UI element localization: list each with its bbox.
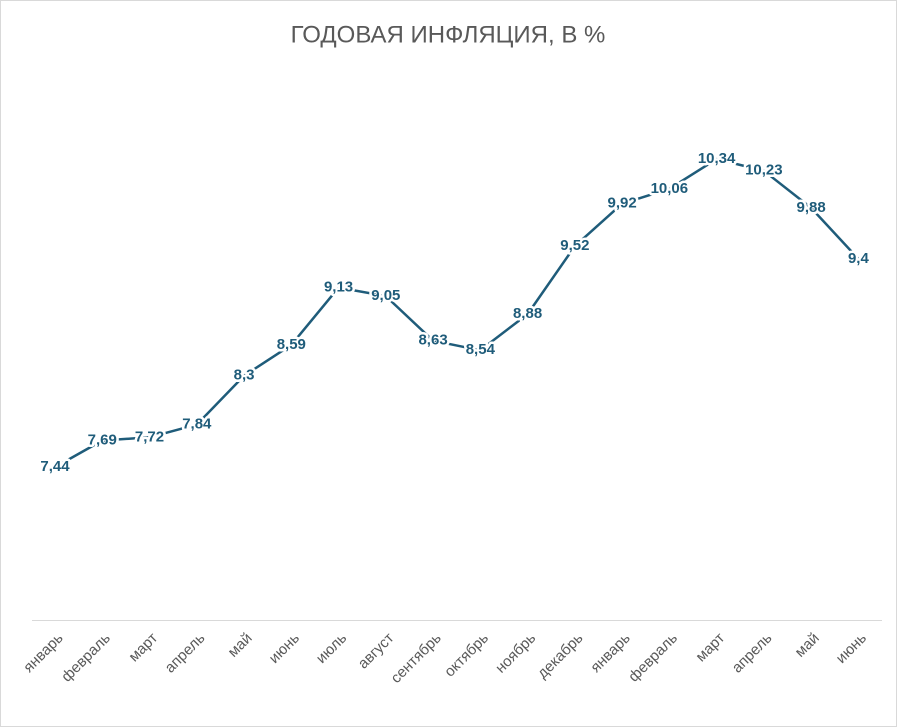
- data-label: 8,63: [418, 332, 447, 349]
- chart-title: ГОДОВАЯ ИНФЛЯЦИЯ, В %: [291, 21, 606, 48]
- data-label: 7,44: [40, 458, 70, 475]
- data-label: 10,34: [698, 150, 736, 167]
- data-label: 9,4: [848, 250, 870, 267]
- data-label: 7,72: [135, 428, 164, 445]
- data-label: 9,52: [560, 237, 589, 254]
- data-label: 10,23: [745, 162, 783, 179]
- data-label: 9,13: [324, 279, 353, 296]
- data-label: 9,05: [371, 287, 400, 304]
- data-label: 8,88: [513, 305, 542, 322]
- line: [54, 157, 860, 469]
- data-label: 10,06: [651, 180, 689, 197]
- data-label: 9,88: [797, 199, 826, 216]
- data-label: 7,84: [182, 416, 212, 433]
- data-label: 9,92: [607, 195, 636, 212]
- data-label: 8,59: [277, 336, 306, 353]
- data-label: 8,54: [466, 341, 496, 358]
- data-label: 8,3: [234, 367, 255, 384]
- data-label: 7,69: [88, 431, 117, 448]
